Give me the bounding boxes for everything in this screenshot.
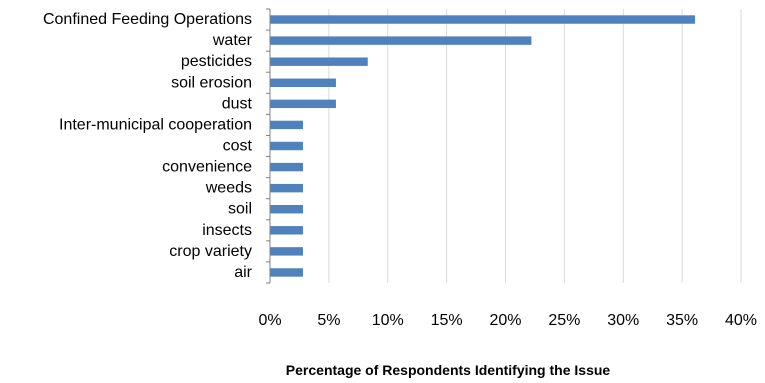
bar xyxy=(270,268,303,277)
y-axis xyxy=(266,8,271,284)
category-label: soil xyxy=(228,201,252,218)
category-label: dust xyxy=(222,95,253,112)
bar xyxy=(270,99,336,109)
category-label: convenience xyxy=(162,159,252,176)
x-tick-label: 5% xyxy=(317,312,340,329)
bar xyxy=(270,205,303,214)
bar xyxy=(270,226,303,235)
x-tick-label: 20% xyxy=(489,312,521,329)
category-labels: Confined Feeding Operations water pesticid… xyxy=(43,11,253,281)
x-tick-label: 40% xyxy=(725,312,757,329)
category-label: Inter-municipal cooperation xyxy=(59,116,252,133)
x-tick-label: 0% xyxy=(258,312,281,329)
bar xyxy=(270,183,303,193)
bar xyxy=(270,162,303,172)
bar xyxy=(270,15,696,24)
x-tick-label: 15% xyxy=(431,312,463,329)
x-axis-title: Percentage of Respondents Identifying th… xyxy=(286,362,611,378)
bar xyxy=(270,36,532,45)
category-label: cost xyxy=(223,138,253,155)
bars xyxy=(270,15,696,277)
category-label: Confined Feeding Operations xyxy=(43,11,252,28)
bar xyxy=(270,120,303,130)
category-label: pesticides xyxy=(181,53,252,70)
x-tick-labels: 0% 5% 10% 15% 20% 25% 30% 35% 40% xyxy=(258,312,757,329)
bar xyxy=(270,78,336,87)
x-tick-label: 10% xyxy=(372,312,404,329)
category-label: water xyxy=(212,32,253,49)
category-label: soil erosion xyxy=(171,74,252,91)
category-label: insects xyxy=(202,222,252,239)
bar xyxy=(270,57,368,66)
bar xyxy=(270,247,303,256)
x-tick-label: 35% xyxy=(666,312,698,329)
category-label: weeds xyxy=(205,180,252,197)
category-label: air xyxy=(234,264,252,281)
x-tick-label: 25% xyxy=(548,312,580,329)
category-label: crop variety xyxy=(169,243,252,260)
gridlines xyxy=(269,9,742,283)
bar xyxy=(270,141,303,151)
x-tick-label: 30% xyxy=(607,312,639,329)
